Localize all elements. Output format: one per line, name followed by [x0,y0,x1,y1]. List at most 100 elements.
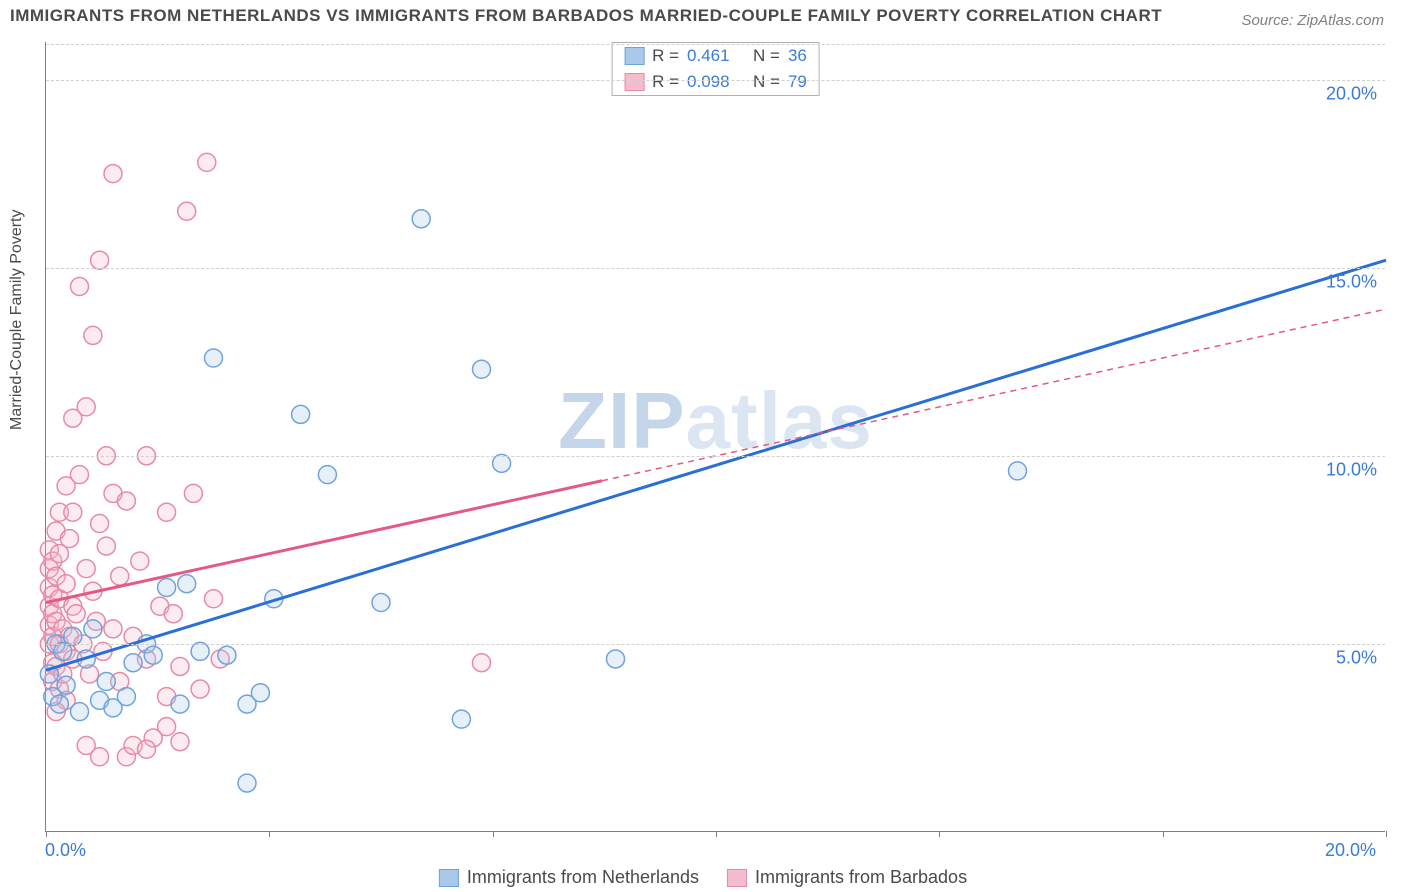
data-point [473,360,491,378]
gridline [46,80,1385,81]
r-label: R = [652,72,679,92]
data-point [117,688,135,706]
data-point [77,398,95,416]
legend-swatch [624,47,644,65]
legend-row: R = 0.098 N = 79 [612,69,819,95]
data-point [171,733,189,751]
data-point [91,515,109,533]
data-point [91,251,109,269]
regression-line [46,260,1386,670]
n-value: 79 [788,72,807,92]
data-point [607,650,625,668]
data-point [104,165,122,183]
data-point [171,695,189,713]
n-label: N = [753,72,780,92]
data-point [57,575,75,593]
data-point [292,405,310,423]
data-point [198,153,216,171]
y-tick-label: 15.0% [1326,271,1377,292]
x-tick [1386,831,1387,837]
legend-item: Immigrants from Barbados [727,867,967,888]
data-point [97,673,115,691]
data-point [71,278,89,296]
data-point [67,605,85,623]
data-point [1009,462,1027,480]
r-label: R = [652,46,679,66]
legend-label: Immigrants from Netherlands [467,867,699,888]
data-point [158,718,176,736]
plot-area: ZIPatlas R =0.461N =36R =0.098N =79 5.0%… [45,42,1385,832]
data-point [171,657,189,675]
data-point [372,594,390,612]
scatter-svg [46,42,1385,831]
correlation-legend: R = 0.461 N = 36 R = 0.098 N = 79 [611,42,820,96]
data-point [104,620,122,638]
data-point [158,503,176,521]
gridline [46,644,1385,645]
data-point [77,560,95,578]
data-point [97,537,115,555]
data-point [50,695,68,713]
data-point [84,326,102,344]
legend-item: Immigrants from Netherlands [439,867,699,888]
x-tick [269,831,270,837]
data-point [144,646,162,664]
legend-swatch [624,73,644,91]
data-point [184,484,202,502]
data-point [205,590,223,608]
y-tick-label: 20.0% [1326,83,1377,104]
x-tick [716,831,717,837]
n-value: 36 [788,46,807,66]
legend-row: R = 0.461 N = 36 [612,43,819,69]
x-tick [46,831,47,837]
x-tick [1163,831,1164,837]
data-point [218,646,236,664]
data-point [71,703,89,721]
data-point [473,654,491,672]
data-point [111,567,129,585]
x-tick-label: 0.0% [45,840,86,861]
data-point [117,492,135,510]
data-point [71,466,89,484]
data-point [64,627,82,645]
data-point [452,710,470,728]
legend-swatch [727,869,747,887]
data-point [60,530,78,548]
data-point [251,684,269,702]
data-point [138,740,156,758]
data-point [57,676,75,694]
x-tick [939,831,940,837]
legend-swatch [439,869,459,887]
y-tick-label: 10.0% [1326,459,1377,480]
data-point [238,774,256,792]
data-point [493,454,511,472]
data-point [91,748,109,766]
data-point [412,210,430,228]
data-point [205,349,223,367]
n-label: N = [753,46,780,66]
data-point [124,654,142,672]
data-point [158,578,176,596]
data-point [131,552,149,570]
data-point [164,605,182,623]
data-point [64,503,82,521]
x-tick-label: 20.0% [1325,840,1376,861]
y-tick-label: 5.0% [1336,647,1377,668]
chart-title: IMMIGRANTS FROM NETHERLANDS VS IMMIGRANT… [10,6,1162,26]
legend-label: Immigrants from Barbados [755,867,967,888]
r-value: 0.461 [687,46,745,66]
x-tick [493,831,494,837]
gridline [46,44,1385,45]
gridline [46,268,1385,269]
data-point [84,620,102,638]
data-point [178,202,196,220]
data-point [178,575,196,593]
y-axis-label: Married-Couple Family Poverty [8,209,26,430]
data-point [191,642,209,660]
data-point [191,680,209,698]
data-point [318,466,336,484]
series-legend: Immigrants from Netherlands Immigrants fr… [439,867,967,888]
gridline [46,456,1385,457]
r-value: 0.098 [687,72,745,92]
source-attribution: Source: ZipAtlas.com [1241,12,1384,29]
